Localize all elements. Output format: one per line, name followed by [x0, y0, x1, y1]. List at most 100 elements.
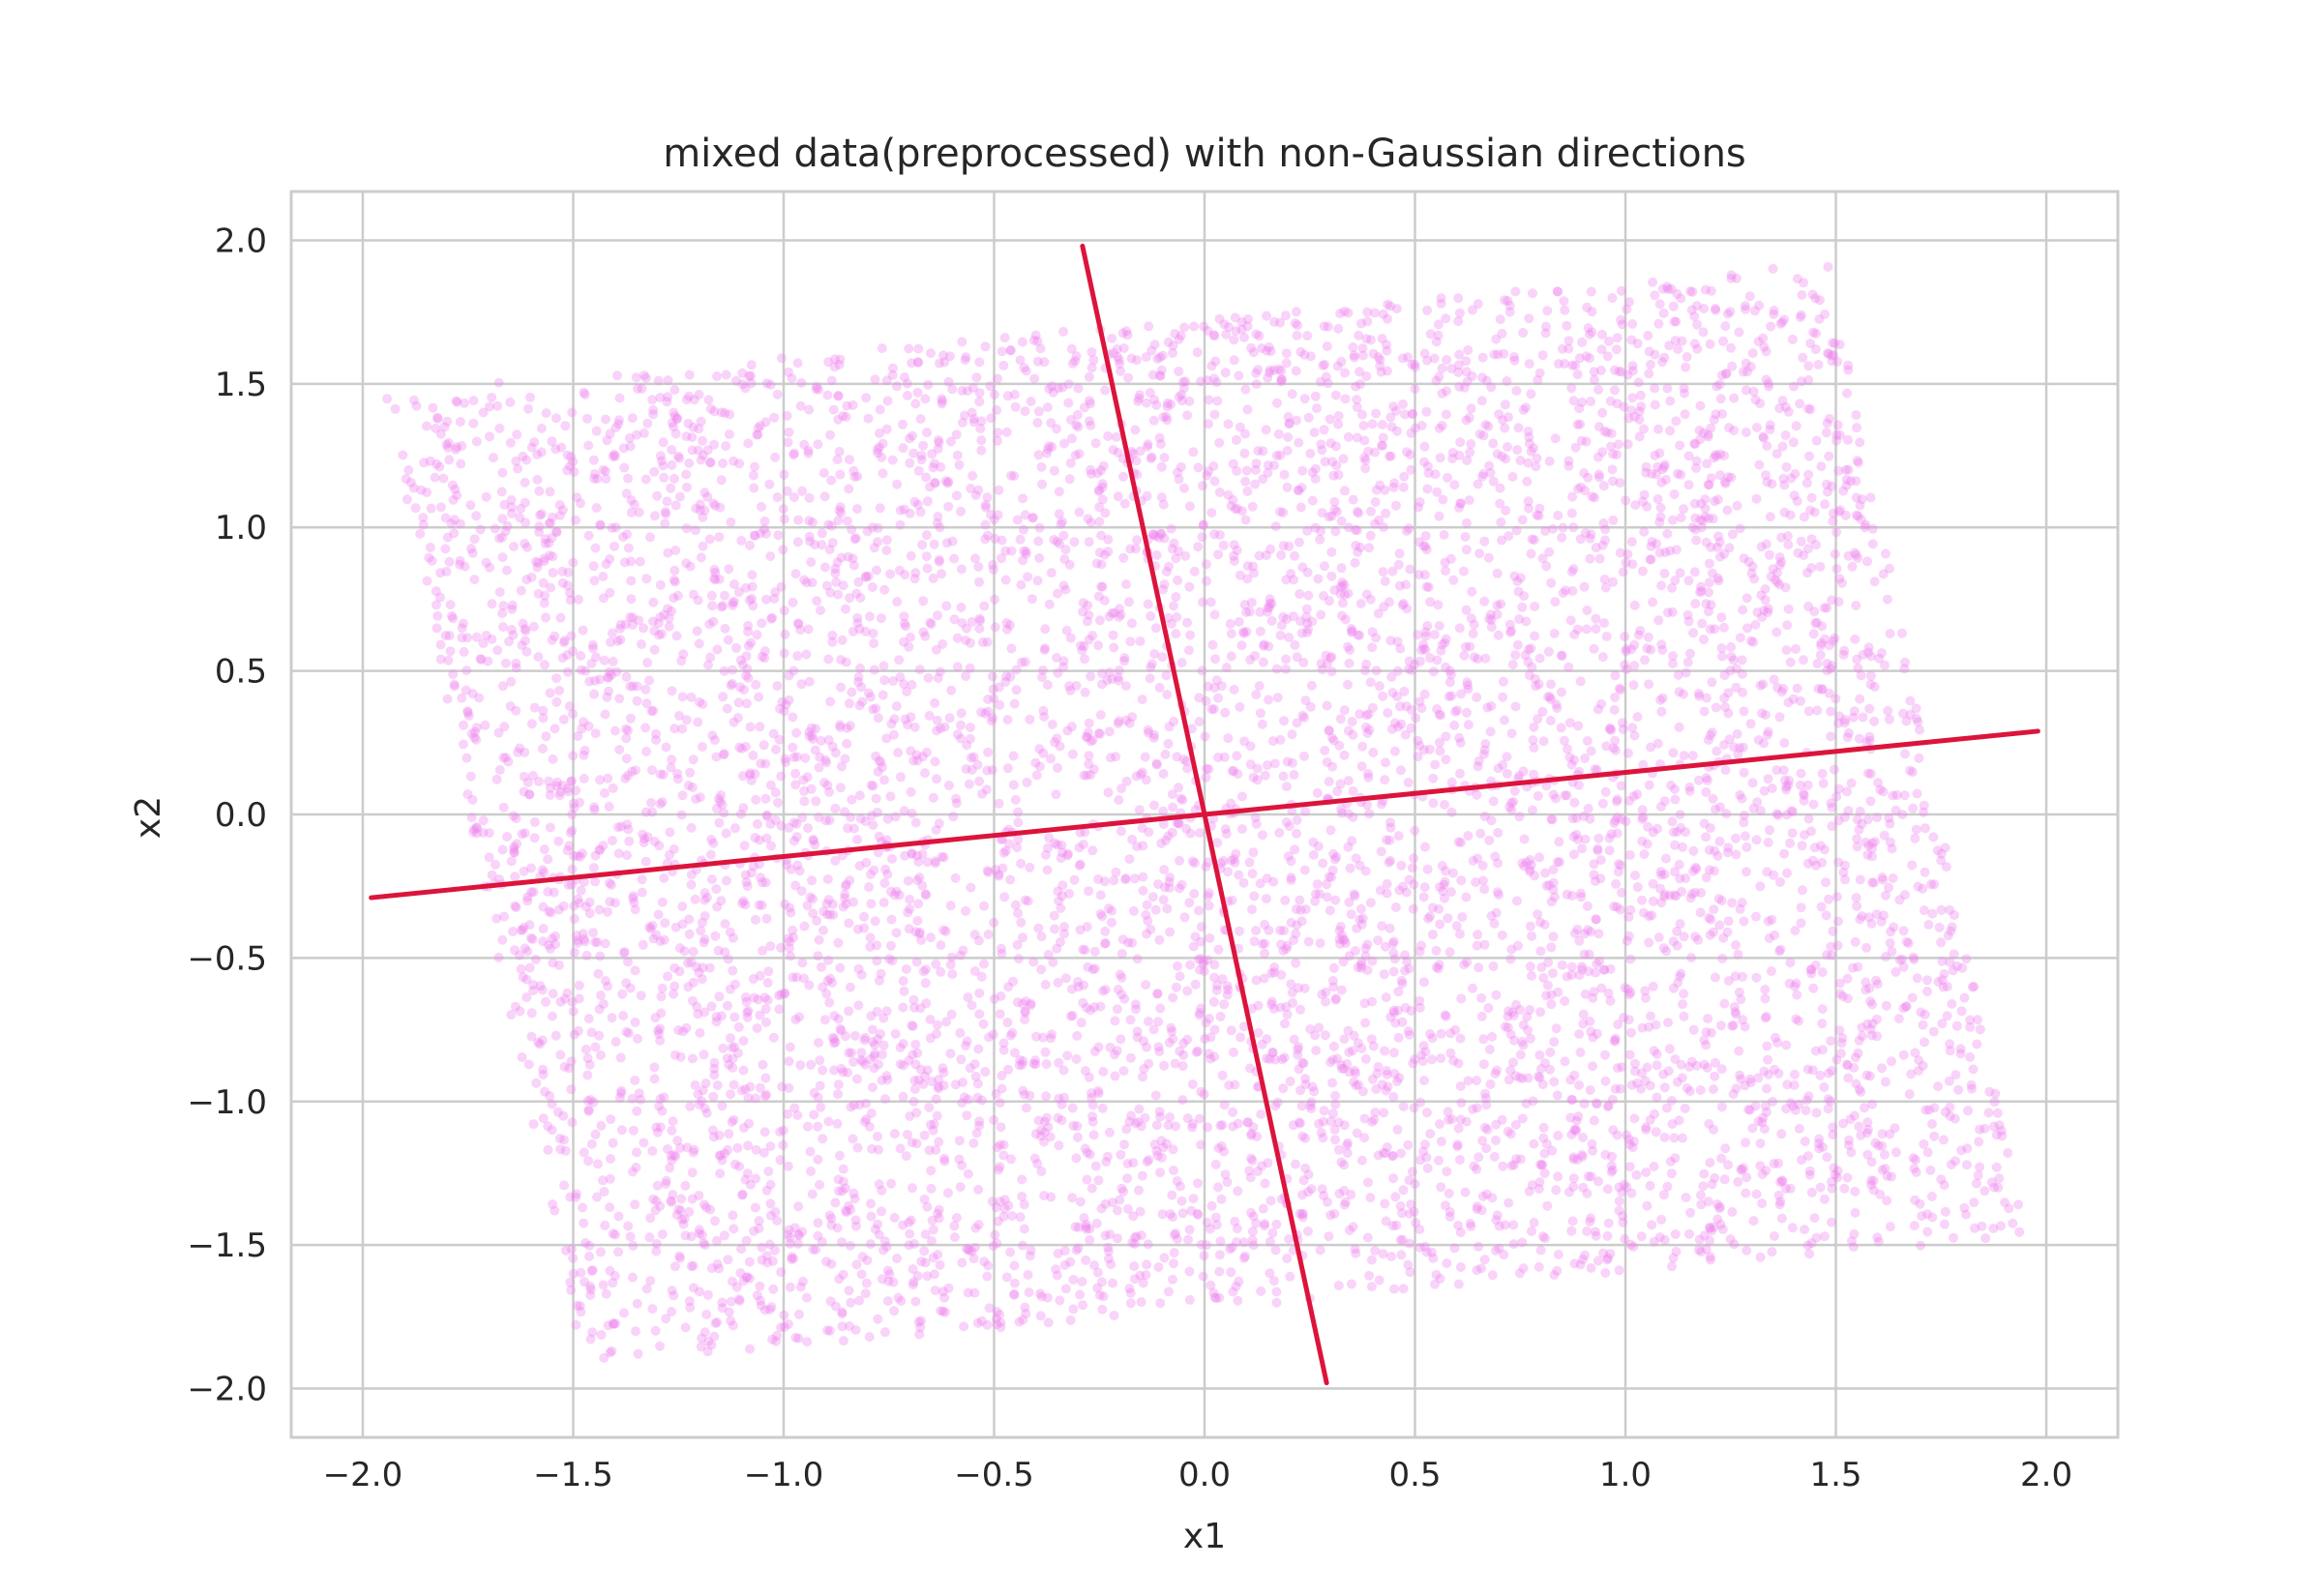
scatter-point — [1161, 835, 1171, 845]
scatter-point — [1388, 936, 1399, 947]
scatter-point — [1738, 605, 1748, 615]
scatter-point — [1131, 1231, 1142, 1242]
scatter-point — [748, 751, 759, 760]
scatter-point — [1256, 1109, 1266, 1119]
scatter-point — [600, 938, 610, 949]
scatter-point — [1344, 1067, 1354, 1078]
scatter-point — [1146, 611, 1156, 621]
scatter-point — [852, 612, 863, 623]
scatter-point — [1237, 791, 1247, 802]
scatter-point — [1330, 1090, 1341, 1101]
scatter-point — [562, 650, 573, 661]
scatter-point — [1502, 752, 1512, 762]
scatter-point — [579, 933, 589, 944]
scatter-point — [925, 1015, 936, 1024]
scatter-point — [1184, 501, 1195, 512]
scatter-point — [1659, 1132, 1670, 1142]
scatter-point — [560, 993, 571, 1004]
scatter-point — [728, 965, 738, 976]
scatter-point — [855, 593, 866, 603]
scatter-point — [1691, 462, 1701, 473]
scatter-point — [1419, 457, 1430, 467]
scatter-point — [1856, 514, 1866, 524]
scatter-point — [505, 397, 516, 407]
scatter-point — [1575, 1048, 1586, 1057]
scatter-point — [1550, 597, 1561, 607]
scatter-point — [619, 947, 630, 958]
scatter-point — [926, 348, 936, 359]
scatter-point — [1745, 362, 1756, 372]
scatter-point — [919, 1194, 930, 1204]
scatter-point — [1532, 453, 1542, 463]
scatter-point — [551, 673, 562, 684]
scatter-point — [632, 1033, 642, 1044]
scatter-point — [861, 857, 872, 868]
scatter-point — [877, 762, 887, 773]
scatter-point — [1219, 1100, 1230, 1110]
scatter-point — [660, 518, 670, 529]
scatter-point — [1612, 450, 1622, 459]
scatter-point — [806, 723, 817, 733]
scatter-point — [869, 865, 879, 875]
scatter-point — [614, 694, 625, 704]
scatter-point — [1060, 973, 1071, 984]
scatter-point — [444, 631, 455, 641]
scatter-point — [1591, 914, 1601, 925]
scatter-point — [1117, 934, 1128, 945]
scatter-point — [751, 679, 761, 690]
scatter-point — [1085, 396, 1094, 406]
scatter-point — [573, 935, 583, 946]
scatter-point — [1161, 670, 1172, 681]
scatter-point — [849, 1194, 860, 1204]
scatter-point — [1756, 542, 1767, 552]
scatter-point — [1370, 497, 1381, 507]
scatter-point — [1724, 543, 1735, 553]
scatter-point — [746, 360, 757, 370]
scatter-point — [1980, 1186, 1990, 1197]
scatter-point — [814, 934, 824, 945]
scatter-point — [1504, 301, 1515, 310]
scatter-point — [1593, 469, 1604, 480]
scatter-point — [765, 780, 776, 790]
scatter-point — [786, 864, 796, 874]
scatter-points — [382, 261, 2025, 1363]
scatter-point — [1182, 617, 1192, 628]
scatter-point — [824, 1210, 835, 1221]
scatter-point — [694, 638, 704, 649]
scatter-point — [838, 901, 848, 912]
scatter-point — [1529, 722, 1539, 732]
scatter-point — [602, 906, 612, 917]
scatter-point — [1141, 1270, 1151, 1281]
scatter-point — [1302, 331, 1313, 341]
scatter-point — [1009, 1048, 1020, 1058]
scatter-point — [1132, 535, 1143, 546]
scatter-point — [1098, 1067, 1109, 1077]
scatter-point — [554, 500, 565, 510]
scatter-point — [1501, 505, 1511, 516]
scatter-point — [1915, 724, 1924, 735]
scatter-point — [895, 1043, 906, 1052]
scatter-point — [1116, 1034, 1126, 1045]
scatter-point — [1019, 1199, 1029, 1210]
scatter-point — [1135, 636, 1146, 646]
scatter-point — [1497, 930, 1507, 940]
scatter-point — [940, 926, 951, 936]
scatter-point — [579, 1218, 589, 1228]
scatter-point — [1537, 350, 1548, 361]
scatter-point — [1275, 450, 1286, 460]
scatter-point — [1340, 394, 1351, 404]
scatter-point — [1711, 304, 1721, 313]
scatter-point — [1771, 449, 1782, 459]
scatter-point — [1763, 726, 1773, 737]
scatter-point — [743, 640, 754, 651]
scatter-point — [1747, 778, 1758, 788]
scatter-point — [580, 901, 591, 912]
scatter-point — [950, 872, 961, 883]
scatter-point — [873, 1314, 883, 1324]
scatter-point — [1963, 1106, 1973, 1116]
scatter-point — [866, 1108, 877, 1118]
scatter-point — [974, 1116, 985, 1127]
scatter-point — [1593, 845, 1603, 856]
scatter-point — [1283, 432, 1294, 442]
scatter-point — [1535, 1245, 1546, 1256]
